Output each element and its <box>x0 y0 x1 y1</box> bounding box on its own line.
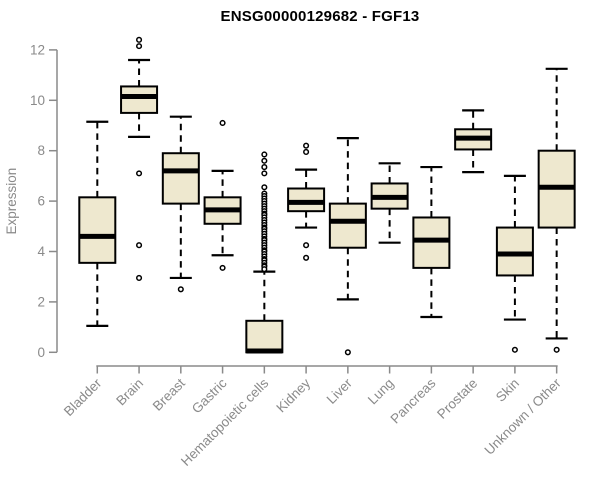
outlier-point-skin <box>511 346 518 353</box>
y-tick-label: 12 <box>30 42 45 57</box>
x-category-label: Skin <box>493 376 522 405</box>
outlier-point-gastric <box>219 119 226 127</box>
x-category-label: Breast <box>150 375 188 413</box>
outlier-point-kidney <box>303 254 310 261</box>
box-breast <box>161 152 200 205</box>
outlier-point-hematopoietic-cells <box>261 170 268 177</box>
box-brain <box>120 85 159 114</box>
outlier-point-liver <box>344 349 351 356</box>
box-bladder <box>78 196 117 264</box>
x-category-label: Kidney <box>273 375 313 415</box>
y-axis-label: Expression <box>4 168 19 235</box>
outlier-point-hematopoietic-cells <box>261 157 268 164</box>
x-category-label: Brain <box>113 376 146 409</box>
box-hematopoietic-cells <box>245 319 284 354</box>
outlier-point-breast <box>177 286 184 293</box>
outlier-point-brain <box>136 36 143 43</box>
outlier-point-hematopoietic-cells <box>261 164 268 171</box>
y-tick-label: 2 <box>37 294 45 309</box>
outlier-point-brain <box>136 274 143 282</box>
box-pancreas <box>412 216 451 269</box>
chart-title: ENSG00000129682 - FGF13 <box>220 8 420 25</box>
y-tick-label: 8 <box>37 143 45 158</box>
x-category-label: Prostate <box>434 376 480 422</box>
y-tick-label: 0 <box>37 345 45 360</box>
x-category-label: Gastric <box>189 375 230 416</box>
outlier-point-brain <box>136 170 143 177</box>
x-category-label: Unknown / Other <box>482 375 565 458</box>
outlier-point-kidney <box>303 142 310 149</box>
outlier-point-kidney <box>303 148 310 156</box>
outlier-point-hematopoietic-cells <box>261 151 268 158</box>
y-tick-label: 6 <box>37 194 45 209</box>
box-kidney <box>287 187 326 213</box>
x-category-label: Liver <box>324 375 356 407</box>
y-tick-label: 4 <box>37 244 45 259</box>
x-category-label: Bladder <box>61 375 105 419</box>
y-tick-label: 10 <box>30 93 45 108</box>
x-category-label: Lung <box>365 376 397 408</box>
x-category-label: Pancreas <box>388 375 439 426</box>
outlier-point-hematopoietic-cells <box>261 184 268 191</box>
box-liver <box>328 202 367 249</box>
outlier-point-kidney <box>303 242 310 249</box>
outlier-point-brain <box>136 43 143 50</box>
outlier-point-unknown-other <box>553 346 560 353</box>
outlier-point-hematopoietic-cells <box>261 266 268 273</box>
box-skin <box>495 226 534 277</box>
outlier-point-brain <box>136 242 143 249</box>
outlier-point-gastric <box>219 264 226 271</box>
